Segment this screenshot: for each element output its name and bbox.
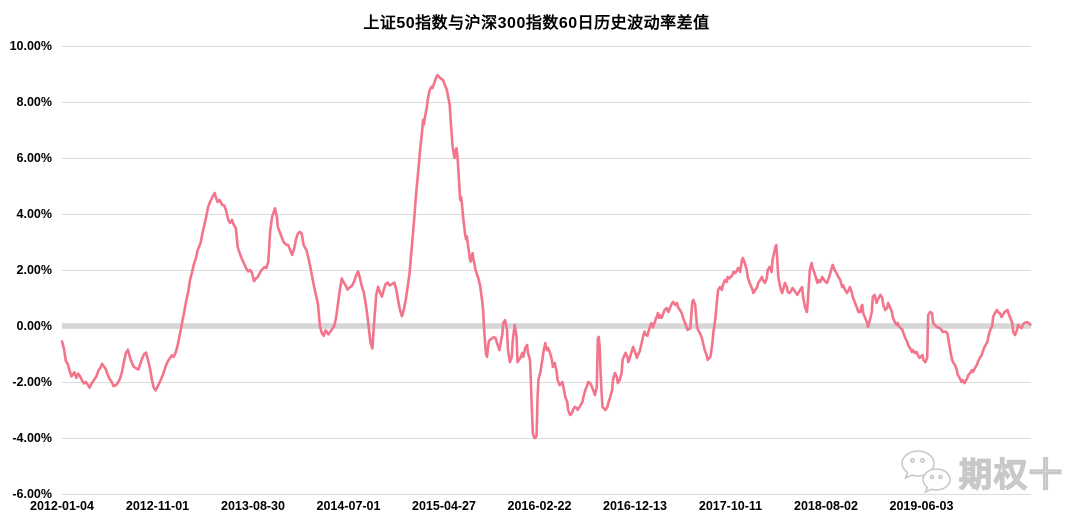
x-axis-label: 2019-06-03: [889, 499, 954, 513]
y-axis-label: 8.00%: [16, 95, 52, 109]
x-axis-label: 2016-02-22: [507, 499, 572, 513]
chart-title: 上证50指数与沪深300指数60日历史波动率差值: [363, 15, 710, 32]
x-axis-label: 2013-08-30: [221, 499, 285, 513]
x-axis-label: 2016-12-13: [603, 499, 667, 513]
x-axis-label: 2015-04-27: [412, 499, 476, 513]
zero-baseline-band: [62, 323, 1031, 329]
x-axis-label: 2012-01-04: [30, 499, 94, 513]
x-axis-label: 2017-10-11: [698, 499, 763, 513]
y-axis-label: -6.00%: [12, 487, 52, 501]
x-axis-label: 2012-11-01: [125, 499, 190, 513]
y-axis-label: 2.00%: [16, 263, 52, 277]
y-axis-label: 0.00%: [16, 319, 52, 333]
y-axis-label: -2.00%: [12, 375, 52, 389]
y-axis-label: 6.00%: [16, 151, 52, 165]
x-axis-label: 2018-08-02: [794, 499, 858, 513]
y-axis-label: 10.00%: [9, 39, 52, 53]
y-axis-label: -4.00%: [12, 431, 52, 445]
volatility-diff-line: [60, 73, 1032, 440]
x-axis-label: 2014-07-01: [316, 499, 381, 513]
gridlines: [62, 46, 1031, 495]
y-axis-label: 4.00%: [16, 207, 52, 221]
